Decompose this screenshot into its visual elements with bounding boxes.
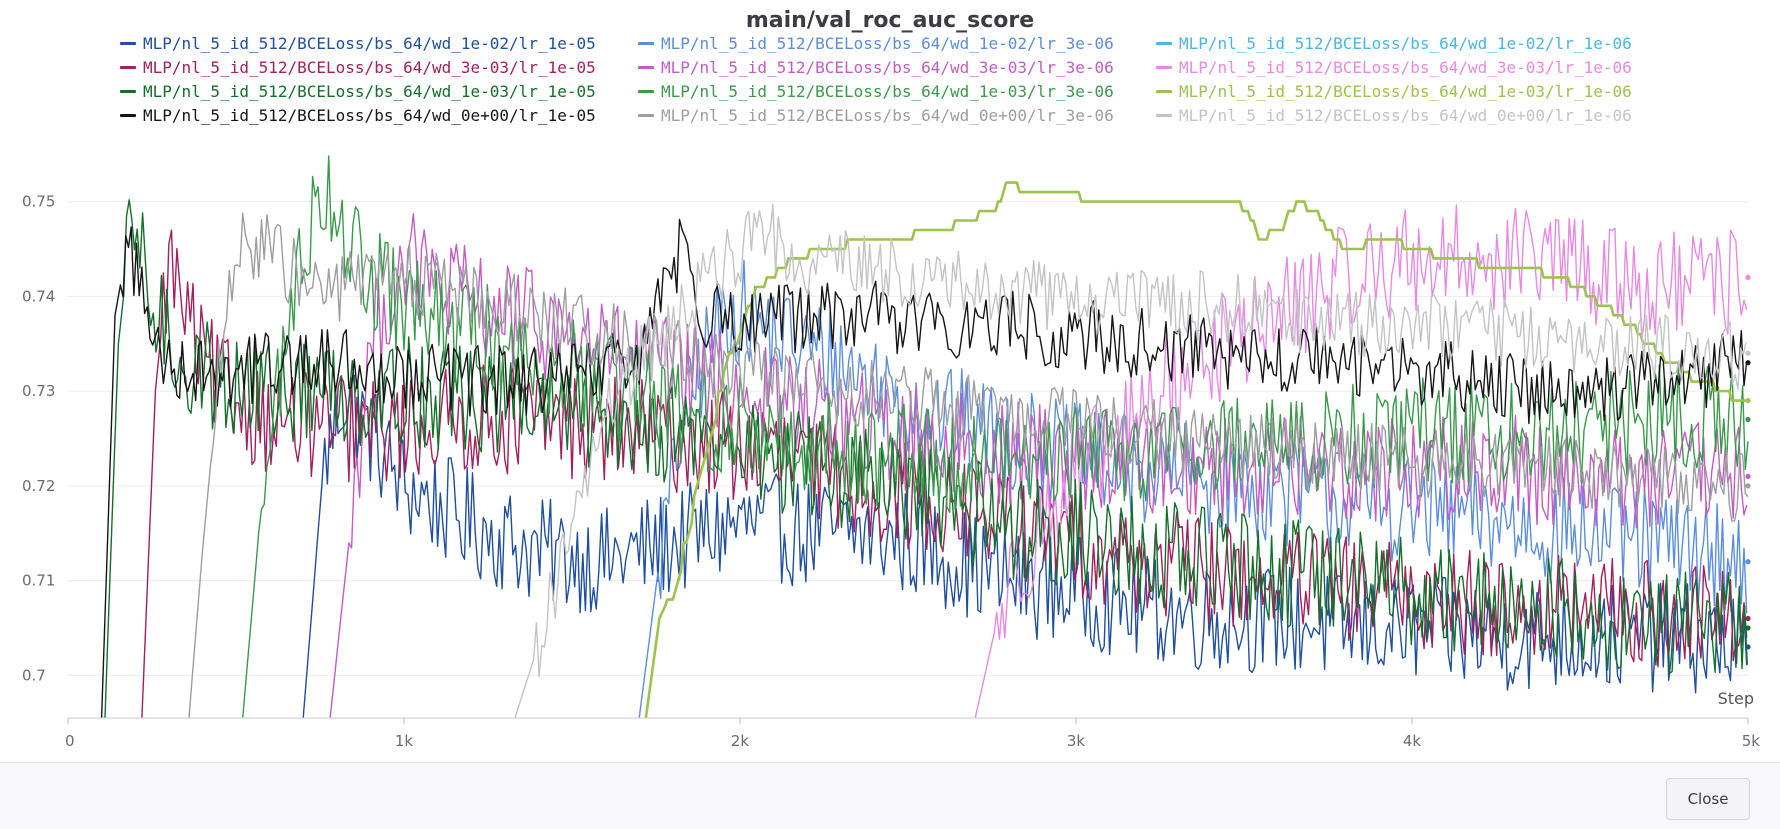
legend-swatch: [120, 89, 136, 93]
legend-item[interactable]: MLP/nl_5_id_512/BCELoss/bs_64/wd_3e-03/l…: [638, 55, 1156, 79]
legend-label: MLP/nl_5_id_512/BCELoss/bs_64/wd_1e-02/l…: [1179, 33, 1632, 53]
x-tick-label: 2k: [731, 732, 750, 750]
legend-label: MLP/nl_5_id_512/BCELoss/bs_64/wd_1e-02/l…: [143, 33, 596, 53]
legend-swatch: [120, 113, 136, 117]
series-line-4: [141, 229, 1748, 718]
series-line-11: [188, 212, 1749, 718]
legend-label: MLP/nl_5_id_512/BCELoss/bs_64/wd_0e+00/l…: [1179, 105, 1632, 125]
legend-item[interactable]: MLP/nl_5_id_512/BCELoss/bs_64/wd_0e+00/l…: [638, 103, 1156, 127]
legend-label: MLP/nl_5_id_512/BCELoss/bs_64/wd_1e-03/l…: [143, 81, 596, 101]
y-tick-label: 0.73: [22, 382, 55, 400]
legend-label: MLP/nl_5_id_512/BCELoss/bs_64/wd_1e-03/l…: [661, 81, 1114, 101]
close-button[interactable]: Close: [1666, 778, 1750, 820]
legend-swatch: [1156, 89, 1172, 93]
y-tick-label: 0.71: [22, 572, 55, 590]
legend-item[interactable]: MLP/nl_5_id_512/BCELoss/bs_64/wd_1e-03/l…: [1156, 79, 1674, 103]
legend-swatch: [1156, 41, 1172, 45]
legend-label: MLP/nl_5_id_512/BCELoss/bs_64/wd_0e+00/l…: [143, 105, 596, 125]
x-tick-label: 3k: [1067, 732, 1086, 750]
legend-swatch: [638, 65, 654, 69]
chart-title: main/val_roc_auc_score: [745, 8, 1035, 33]
y-tick-label: 0.72: [22, 477, 55, 495]
series-end-point: [1745, 360, 1751, 366]
legend-item[interactable]: MLP/nl_5_id_512/BCELoss/bs_64/wd_1e-02/l…: [638, 31, 1156, 55]
legend-swatch: [638, 41, 654, 45]
x-tick-label: 5k: [1742, 732, 1761, 750]
legend-item[interactable]: MLP/nl_5_id_512/BCELoss/bs_64/wd_3e-03/l…: [120, 55, 638, 79]
y-tick-label: 0.75: [22, 193, 55, 211]
legend-swatch: [1156, 65, 1172, 69]
series-end-point: [1745, 483, 1751, 489]
series-end-point: [1745, 615, 1751, 622]
series-end-point: [1745, 559, 1751, 565]
legend-item[interactable]: MLP/nl_5_id_512/BCELoss/bs_64/wd_0e+00/l…: [120, 103, 638, 127]
legend-swatch: [638, 89, 654, 93]
legend-label: MLP/nl_5_id_512/BCELoss/bs_64/wd_0e+00/l…: [661, 105, 1114, 125]
legend-label: MLP/nl_5_id_512/BCELoss/bs_64/wd_1e-03/l…: [1179, 81, 1632, 101]
legend-item[interactable]: MLP/nl_5_id_512/BCELoss/bs_64/wd_1e-03/l…: [638, 79, 1156, 103]
series-end-point: [1745, 274, 1751, 280]
legend-swatch: [120, 41, 136, 45]
series-line-9: [644, 181, 1748, 718]
legend-swatch: [120, 65, 136, 69]
legend-item[interactable]: MLP/nl_5_id_512/BCELoss/bs_64/wd_1e-02/l…: [120, 31, 638, 55]
series-line-1: [302, 374, 1748, 718]
legend-item[interactable]: MLP/nl_5_id_512/BCELoss/bs_64/wd_1e-02/l…: [1156, 31, 1674, 55]
legend-label: MLP/nl_5_id_512/BCELoss/bs_64/wd_3e-03/l…: [661, 57, 1114, 77]
legend-label: MLP/nl_5_id_512/BCELoss/bs_64/wd_3e-03/l…: [1179, 57, 1632, 77]
series-end-point: [1745, 416, 1751, 423]
legend-swatch: [638, 113, 654, 117]
legend-label: MLP/nl_5_id_512/BCELoss/bs_64/wd_3e-03/l…: [143, 57, 596, 77]
y-tick-label: 0.7: [22, 666, 46, 684]
y-tick-label: 0.74: [22, 287, 55, 305]
legend-item[interactable]: MLP/nl_5_id_512/BCELoss/bs_64/wd_3e-03/l…: [1156, 55, 1674, 79]
x-axis-label: Step: [1718, 689, 1754, 708]
chart-legend: MLP/nl_5_id_512/BCELoss/bs_64/wd_1e-02/l…: [120, 31, 1680, 127]
dialog-footer: Close: [0, 762, 1780, 829]
x-tick-label: 4k: [1403, 732, 1422, 750]
series-end-point: [1745, 350, 1751, 356]
legend-swatch: [1156, 113, 1172, 117]
series-end-point: [1745, 397, 1751, 404]
line-chart: 0.7 0.71 0.72 0.73 0.74 0.75 0 1k 2k 3k 4k 5k Step: [22, 155, 1761, 750]
chart-panel: 0.7 0.71 0.72 0.73 0.74 0.75 0 1k 2k 3k 4k 5k Step m…: [22, 8, 1761, 750]
series-line-10: [100, 218, 1748, 718]
series-line-12: [514, 203, 1747, 718]
legend-item[interactable]: MLP/nl_5_id_512/BCELoss/bs_64/wd_1e-03/l…: [120, 79, 638, 103]
series-end-point: [1745, 473, 1751, 479]
x-tick-label: 1k: [395, 732, 414, 750]
legend-item[interactable]: MLP/nl_5_id_512/BCELoss/bs_64/wd_0e+00/l…: [1156, 103, 1674, 127]
series-line-6: [974, 204, 1748, 718]
series-end-point: [1745, 625, 1751, 631]
legend-label: MLP/nl_5_id_512/BCELoss/bs_64/wd_1e-02/l…: [661, 33, 1114, 53]
x-tick-label: 0: [65, 732, 75, 750]
